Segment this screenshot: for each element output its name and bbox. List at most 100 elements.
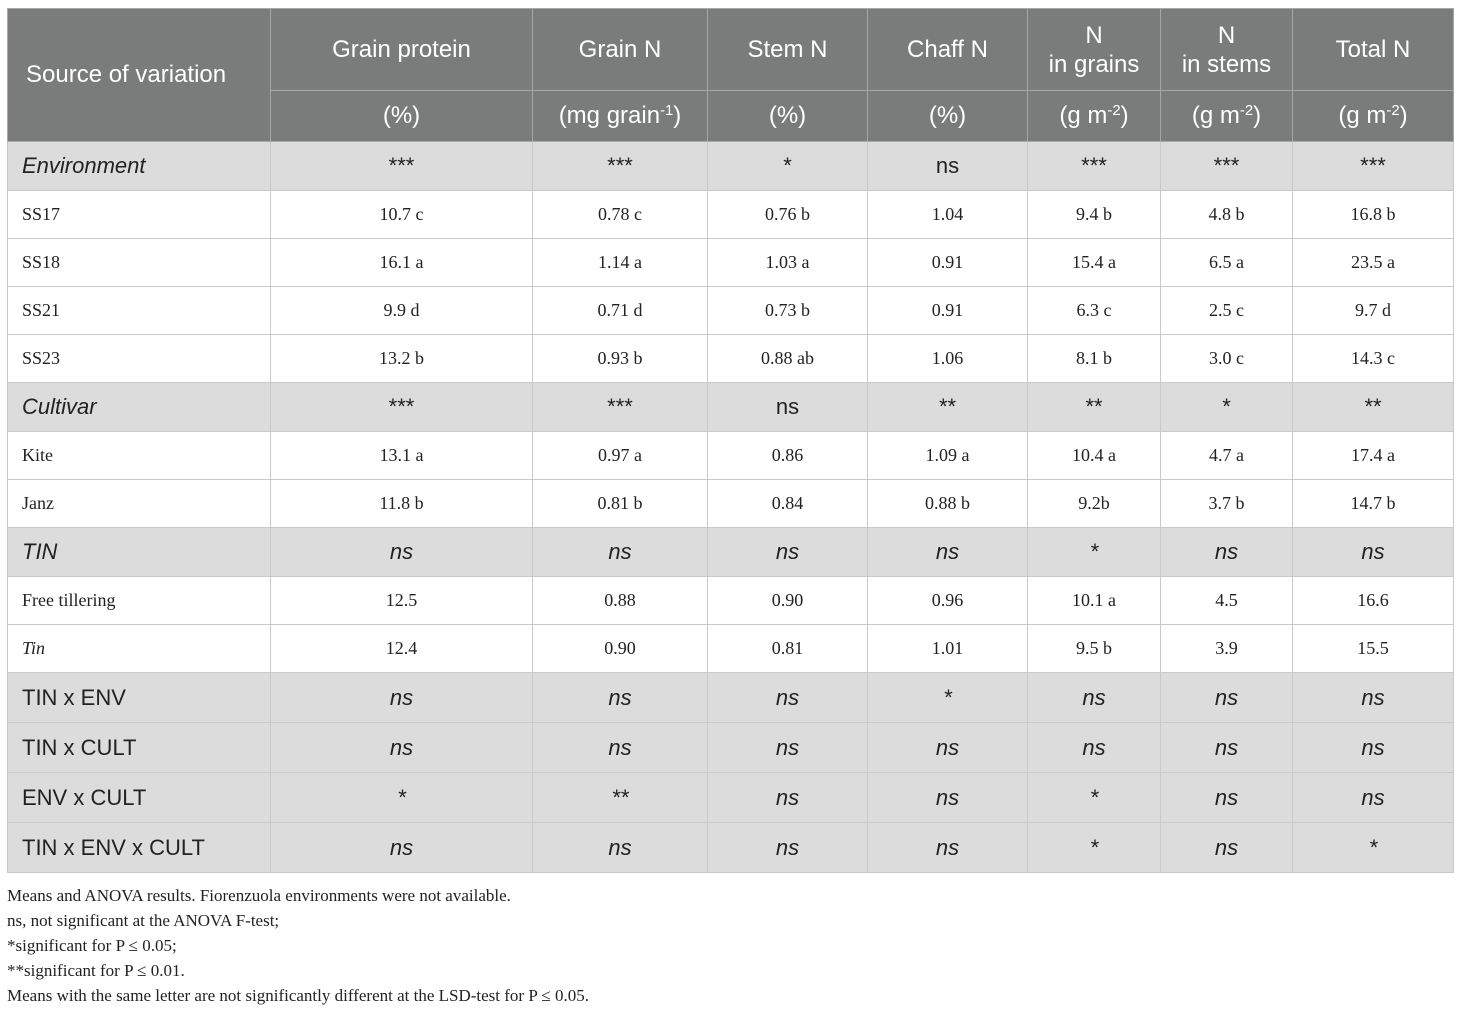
table-cell: * [1027,527,1161,577]
table-cell: ns [707,672,868,723]
table-cell: 0.86 [707,431,868,480]
footnote-means: Means and ANOVA results. Fiorenzuola env… [7,886,511,905]
table-cell: 10.4 a [1027,431,1161,480]
table-cell: ns [1160,722,1293,773]
table-cell: ns [867,822,1028,873]
row-label: ENV x CULT [7,772,271,823]
table-cell: 6.3 c [1027,286,1161,335]
table-cell: ns [1160,772,1293,823]
unit-grain-n: (mg grain-1) [532,90,708,142]
table-row: Free tillering 12.5 0.88 0.90 0.96 10.1 … [7,576,1454,625]
section-row-environment: Environment *** *** * ns *** *** *** [7,141,1454,191]
header-label: Total N [1335,36,1411,63]
table-cell: 3.7 b [1160,479,1293,528]
table-cell: 0.78 c [532,190,708,239]
table-cell: 9.7 d [1292,286,1454,335]
table-cell: 4.7 a [1160,431,1293,480]
table-cell: *** [1160,141,1293,191]
table-cell: ** [1027,382,1161,432]
table-cell: ns [270,672,533,723]
anova-table: Source of variation Grain protein Grain … [7,8,1454,873]
table-cell: ns [1027,672,1161,723]
header-row-units: (%) (mg grain-1) (%) (%) (g m-2) (g m-2)… [8,90,1454,142]
table-cell: * [1160,382,1293,432]
table-cell: 1.09 a [867,431,1028,480]
table-cell: ns [707,822,868,873]
table-cell: *** [270,141,533,191]
header-source-of-variation: Source of variation [7,8,271,142]
unit-text: (g m [1059,102,1108,129]
table-cell: ns [1160,672,1293,723]
unit-text: (g m [1338,102,1387,129]
header-label-line2: in grains [1048,50,1140,78]
section-row-env-x-cult: ENV x CULT * ** ns ns * ns ns [7,772,1454,823]
footnote-double-star: **significant for P ≤ 0.01. [7,961,185,980]
table-cell: *** [532,382,708,432]
table-cell: 13.1 a [270,431,533,480]
table-cell: * [1027,772,1161,823]
table-cell: * [707,141,868,191]
table-cell: ns [867,141,1028,191]
table-cell: ns [1160,822,1293,873]
header-grain-n: Grain N [532,8,708,91]
table-cell: 0.97 a [532,431,708,480]
table-cell: 12.4 [270,624,533,673]
table-cell: 0.88 b [867,479,1028,528]
unit-exponent: -2 [1239,102,1254,119]
table-cell: 0.90 [532,624,708,673]
table-cell: ns [1027,722,1161,773]
row-label: TIN x CULT [7,722,271,773]
table-cell: ns [270,822,533,873]
header-row-labels: Source of variation Grain protein Grain … [7,8,1454,142]
table-cell: 9.4 b [1027,190,1161,239]
row-label: Kite [7,431,271,480]
table-cell: 2.5 c [1160,286,1293,335]
table-cell: * [1292,822,1454,873]
table-cell: 15.4 a [1027,238,1161,287]
table-cell: 15.5 [1292,624,1454,673]
header-label: Chaff N [907,36,988,63]
table-cell: 10.1 a [1027,576,1161,625]
table-cell: ** [1292,382,1454,432]
unit-text: (%) [928,102,967,129]
table-row: Janz 11.8 b 0.81 b 0.84 0.88 b 9.2b 3.7 … [7,479,1454,528]
table-cell: 17.4 a [1292,431,1454,480]
row-label: Cultivar [7,382,271,432]
section-row-tin-x-cult: TIN x CULT ns ns ns ns ns ns ns [7,722,1454,773]
table-cell: *** [270,382,533,432]
header-label: Stem N [747,36,828,63]
table-cell: ns [1292,672,1454,723]
section-row-tin-x-env-x-cult: TIN x ENV x CULT ns ns ns ns * ns * [7,822,1454,873]
table-cell: ns [707,382,868,432]
table-cell: 0.88 ab [707,334,868,383]
table-cell: 12.5 [270,576,533,625]
table-cell: ns [270,722,533,773]
table-cell: ns [707,722,868,773]
unit-text: (mg grain [558,102,661,129]
table-cell: 23.5 a [1292,238,1454,287]
unit-text: (%) [382,102,421,129]
table-cell: * [1027,822,1161,873]
table-cell: ns [532,672,708,723]
table-cell: 16.6 [1292,576,1454,625]
row-label: Tin [7,624,271,673]
table-row: SS23 13.2 b 0.93 b 0.88 ab 1.06 8.1 b 3.… [7,334,1454,383]
table-cell: ns [1160,527,1293,577]
table-row: Tin 12.4 0.90 0.81 1.01 9.5 b 3.9 15.5 [7,624,1454,673]
unit-n-in-stems: (g m-2) [1160,90,1293,142]
footnote-lsd: Means with the same letter are not signi… [7,986,589,1005]
table-cell: 6.5 a [1160,238,1293,287]
table-cell: 4.5 [1160,576,1293,625]
table-body: Environment *** *** * ns *** *** *** SS1… [7,141,1454,873]
unit-n-in-grains: (g m-2) [1027,90,1161,142]
table-cell: ns [532,822,708,873]
table-cell: 9.2b [1027,479,1161,528]
table-cell: ** [532,772,708,823]
unit-close: ) [673,102,682,129]
section-row-tin-x-env: TIN x ENV ns ns ns * ns ns ns [7,672,1454,723]
unit-text: (%) [768,102,807,129]
unit-exponent: -2 [1386,102,1400,119]
header-label: Grain N [578,36,662,63]
unit-close: ) [1399,102,1408,129]
table-cell: 0.91 [867,238,1028,287]
